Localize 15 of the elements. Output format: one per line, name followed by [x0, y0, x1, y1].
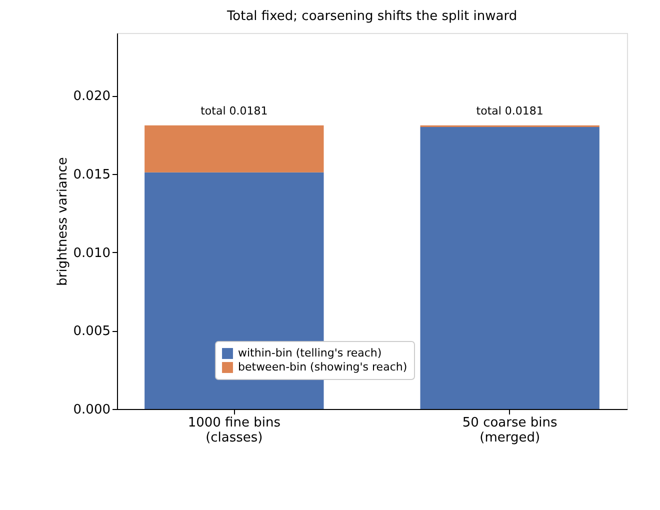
bar — [420, 127, 600, 409]
bar — [144, 125, 324, 172]
y-tick-label: 0.015 — [73, 168, 110, 182]
y-tick-label: 0.005 — [73, 324, 110, 340]
y-tick-label: 0.020 — [73, 89, 110, 104]
y-tick-label: 0.000 — [73, 402, 110, 418]
x-tick-label: 50 coarse bins (merged) — [462, 416, 558, 446]
y-axis-title: brightness variance — [55, 157, 70, 286]
legend-label: between-bin (showing's reach) — [238, 360, 408, 374]
legend-label: within-bin (telling's reach) — [238, 346, 382, 360]
chart-title: Total fixed; coarsening shifts the split inward — [226, 9, 518, 24]
x-tick-label: 1000 fine bins (classes) — [188, 416, 281, 446]
y-tick-label: 0.010 — [73, 246, 110, 261]
total-label: total 0.0181 — [200, 104, 268, 118]
total-label: total 0.0181 — [476, 104, 544, 118]
